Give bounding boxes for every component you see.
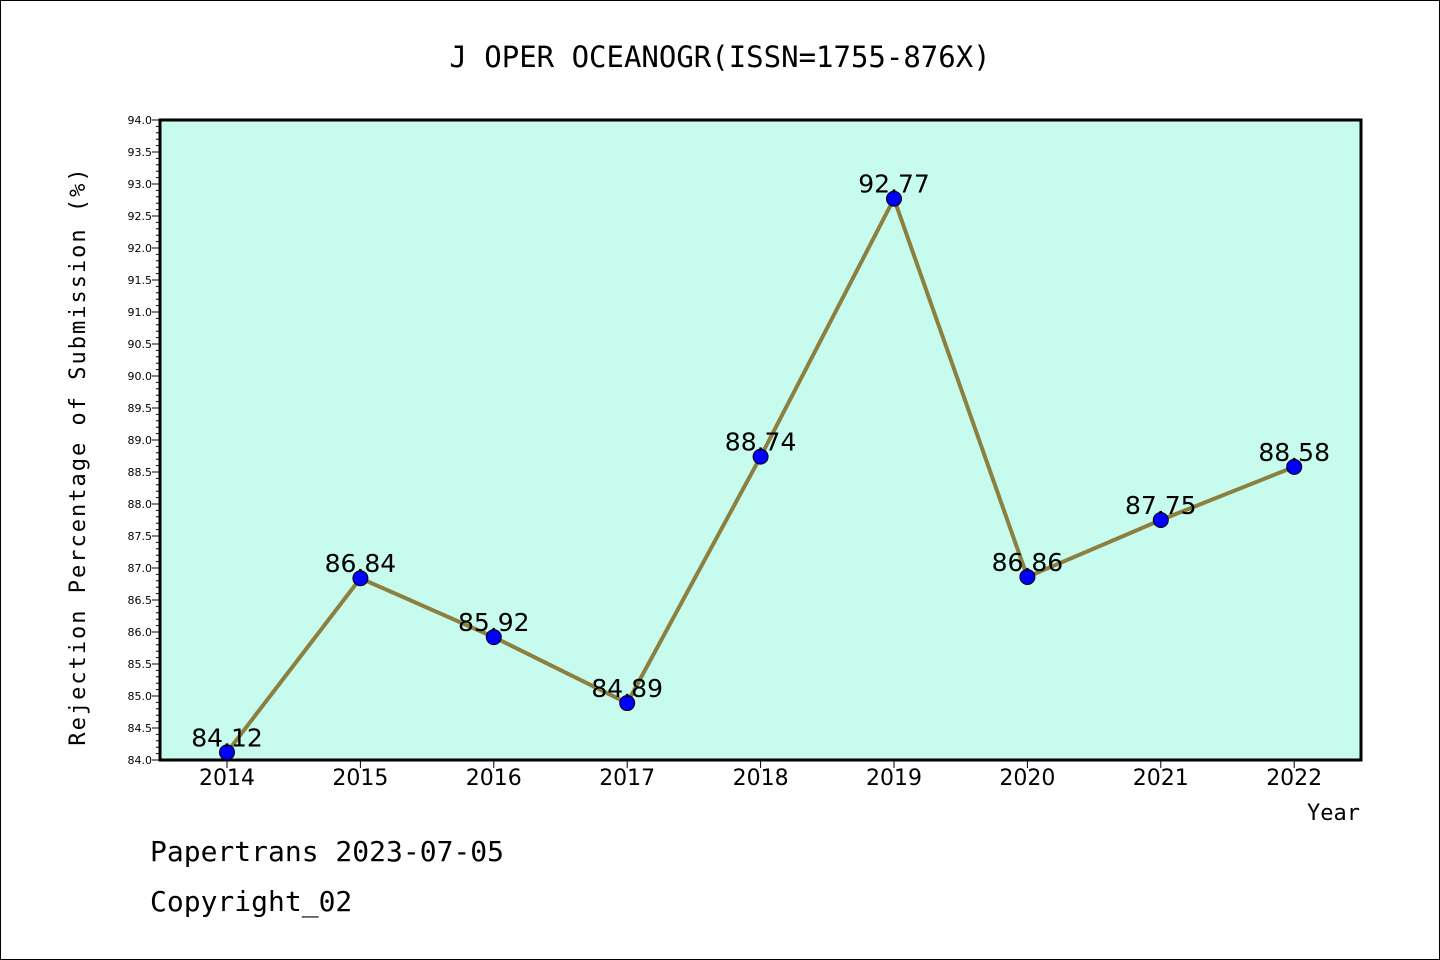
data-label: 87.75	[1125, 491, 1197, 520]
y-tick-label: 84.0	[128, 754, 153, 767]
data-label: 86.84	[325, 549, 397, 578]
series-rejection-rate: 84.12 86.84 85.92 84.89 88.74 92.77 86.86 87.75…	[191, 170, 1330, 761]
x-tick-label: 2019	[866, 766, 922, 791]
y-tick-label: 87.0	[128, 562, 153, 575]
x-tick-label: 2018	[733, 766, 789, 791]
data-label: 88.74	[725, 428, 797, 457]
data-label: 84.89	[591, 674, 663, 703]
x-axis-label: Year	[1307, 801, 1360, 826]
data-label: 84.12	[191, 723, 263, 752]
data-point	[752, 448, 769, 465]
y-tick-label: 91.5	[128, 274, 153, 287]
data-label: 92.77	[858, 170, 930, 199]
y-tick-label: 92.5	[128, 210, 153, 223]
data-point	[219, 744, 235, 761]
data-label: 88.58	[1258, 438, 1330, 467]
y-tick-label: 85.0	[128, 690, 153, 703]
y-tick-label: 88.0	[128, 498, 153, 511]
y-tick-label: 84.5	[128, 722, 153, 735]
y-tick-label: 88.5	[128, 466, 153, 479]
y-tick-label: 85.5	[128, 658, 153, 671]
y-tick-label: 86.5	[128, 594, 153, 607]
y-tick-label: 90.0	[128, 370, 153, 383]
x-tick-label: 2015	[332, 766, 388, 791]
data-point	[1019, 568, 1036, 585]
plot-area	[158, 118, 1363, 762]
y-tick-label: 87.5	[128, 530, 153, 543]
data-point	[1286, 458, 1303, 475]
y-tick-label: 90.5	[128, 338, 153, 351]
x-tick-label: 2016	[466, 766, 522, 791]
y-tick-label: 92.0	[128, 242, 153, 255]
x-tick-label: 2022	[1266, 766, 1322, 791]
y-tick-label: 86.0	[128, 626, 153, 639]
data-label: 85.92	[458, 608, 530, 637]
data-point	[619, 695, 636, 712]
x-tick-label: 2014	[199, 766, 255, 791]
y-tick-label: 89.0	[128, 434, 153, 447]
x-tick-label: 2020	[999, 766, 1055, 791]
data-point	[352, 570, 369, 587]
y-tick-label: 94.0	[128, 114, 153, 127]
chart-title: J OPER OCEANOGR(ISSN=1755-876X)	[449, 40, 990, 74]
y-tick-label: 93.0	[128, 178, 153, 191]
y-tick-label: 89.5	[128, 402, 153, 415]
data-point	[485, 629, 502, 646]
data-point	[1152, 512, 1169, 528]
data-point	[886, 190, 902, 207]
x-tick-label: 2017	[599, 766, 655, 791]
y-axis-label: Rejection Percentage of Submission (%)	[66, 166, 91, 745]
y-axis: 84.0 84.5 85.0 85.5 86.0 86.5 87.0 87.5 88.0 88.5…	[128, 114, 160, 767]
footer-copyright: Copyright_02	[150, 885, 353, 918]
data-label: 86.86	[992, 548, 1064, 577]
y-tick-label: 91.0	[128, 306, 153, 319]
footer-credit: Papertrans 2023-07-05	[150, 835, 505, 868]
x-tick-label: 2021	[1133, 766, 1189, 791]
x-axis: 2014 2015 2016 2017 2018 2019 2020 2021 2022	[199, 760, 1322, 791]
y-tick-label: 93.5	[128, 146, 153, 159]
